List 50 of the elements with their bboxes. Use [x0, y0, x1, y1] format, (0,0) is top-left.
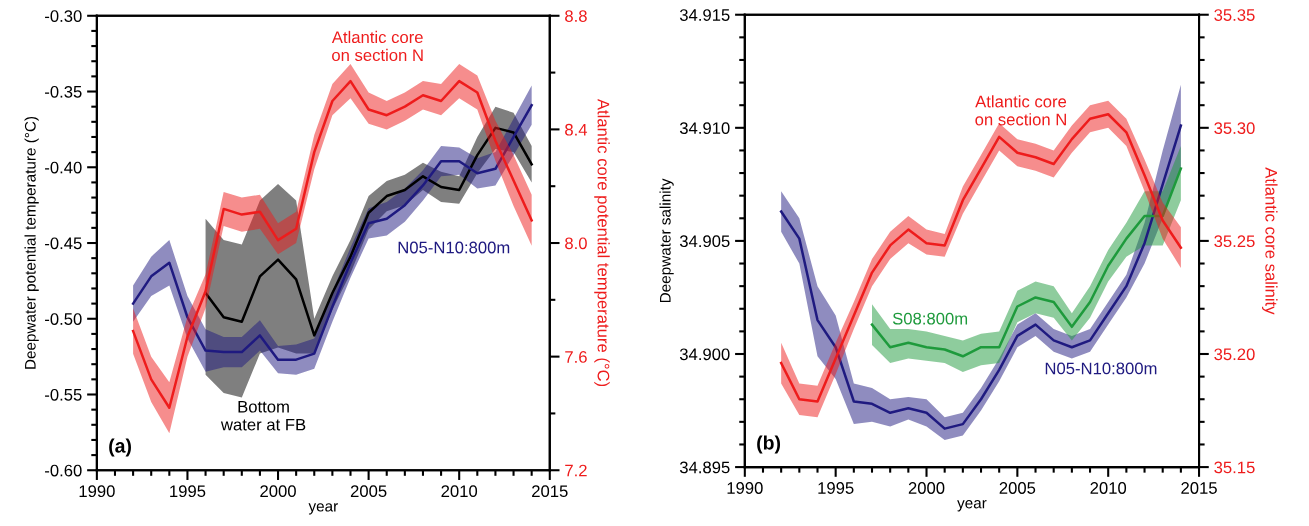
y-tick-label: -0.40 — [45, 161, 82, 174]
y-tick-label: 34.895 — [679, 461, 730, 474]
annotation: (b) — [757, 435, 781, 454]
series-label: Atlantic core on section N — [975, 95, 1067, 126]
x-axis-title: year — [308, 503, 338, 515]
annotation: (a) — [109, 438, 131, 457]
y-tick-label: -0.30 — [45, 10, 82, 22]
x-tick-label: 2000 — [908, 482, 945, 494]
line-series — [204, 126, 533, 337]
series-label: Atlantic core on section N — [331, 30, 423, 62]
y2-tick-label: 35.20 — [1214, 348, 1255, 361]
x-tick-label: 2010 — [441, 485, 478, 498]
y-tick-label: 34.910 — [679, 122, 730, 135]
x-axis-title: year — [957, 500, 987, 512]
series-label: S08:800m — [892, 312, 968, 325]
x-tick-label: 1995 — [170, 485, 206, 498]
y2-tick-label: 35.25 — [1214, 235, 1255, 248]
y-tick-label: -0.45 — [45, 237, 82, 250]
y2-tick-label: 35.30 — [1214, 122, 1255, 135]
y2-tick-label: 7.6 — [565, 351, 587, 363]
y-tick-label: -0.50 — [45, 313, 82, 325]
y2-tick-label: 8.8 — [565, 10, 587, 22]
y-axis-title: Deepwater salinity — [659, 178, 674, 303]
y2-axis-title: Atlantic core salinity — [1262, 167, 1278, 315]
x-tick-label: 2010 — [1090, 482, 1127, 494]
y2-axis-title: Atlantic core potential temperature (°C) — [594, 98, 610, 387]
x-tick-label: 1990 — [727, 482, 763, 494]
x-tick-label: 1990 — [79, 485, 115, 498]
series-label: N05-N10:800m — [398, 241, 510, 254]
y-tick-label: 34.905 — [679, 235, 730, 248]
y2-tick-label: 35.15 — [1214, 461, 1255, 474]
x-tick-label: 2005 — [350, 485, 387, 498]
x-tick-label: 2000 — [260, 485, 296, 498]
series-label: N05-N10:800m — [1045, 362, 1157, 375]
y-tick-label: -0.60 — [45, 464, 82, 477]
text: Bottom water at FB — [220, 400, 306, 431]
y-axis-title: Deepwater potential temperature (°C) — [24, 116, 39, 369]
y-tick-label: -0.55 — [45, 388, 82, 401]
line-series — [870, 167, 1183, 358]
x-tick-label: 1995 — [818, 482, 854, 494]
y2-tick-label: 8.0 — [565, 237, 587, 250]
y-tick-label: 34.900 — [679, 348, 730, 361]
x-tick-label: 2005 — [999, 482, 1036, 494]
y-tick-label: 34.915 — [679, 9, 730, 21]
y2-tick-label: 35.35 — [1214, 9, 1255, 21]
x-tick-label: 2015 — [532, 485, 568, 498]
y-tick-label: -0.35 — [45, 85, 82, 98]
y2-tick-label: 7.2 — [565, 464, 587, 477]
y2-tick-label: 8.4 — [565, 123, 588, 136]
x-tick-label: 2015 — [1181, 482, 1217, 494]
